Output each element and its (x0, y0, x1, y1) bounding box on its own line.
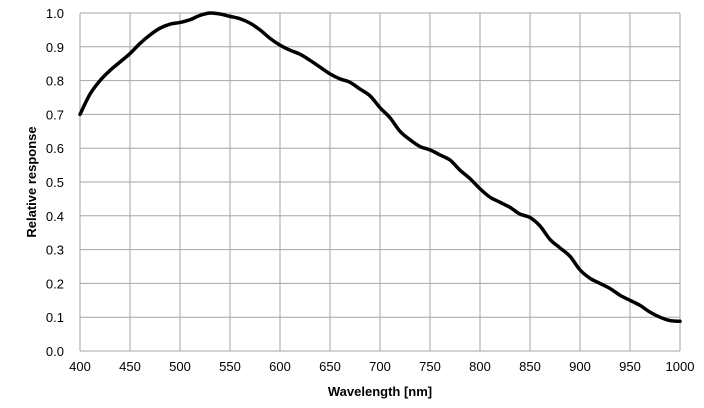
y-tick-label: 0.5 (46, 175, 64, 190)
x-tick-label: 950 (619, 359, 641, 374)
x-tick-label: 600 (269, 359, 291, 374)
y-tick-label: 0.9 (46, 40, 64, 55)
x-tick-label: 550 (219, 359, 241, 374)
x-tick-labels: 400 450 500 550 600 650 700 750 800 850 900 950 1000 (69, 359, 694, 374)
y-tick-label: 0.3 (46, 243, 64, 258)
x-tick-label: 900 (569, 359, 591, 374)
x-tick-label: 450 (119, 359, 141, 374)
y-tick-label: 0.1 (46, 310, 64, 325)
y-tick-label: 0.4 (46, 209, 64, 224)
y-axis-label: Relative response (24, 126, 39, 237)
x-tick-label: 700 (369, 359, 391, 374)
y-tick-label: 0.8 (46, 74, 64, 89)
x-tick-label: 850 (519, 359, 541, 374)
x-tick-label: 750 (419, 359, 441, 374)
x-tick-label: 400 (69, 359, 91, 374)
x-tick-label: 650 (319, 359, 341, 374)
x-tick-label: 800 (469, 359, 491, 374)
grid (79, 12, 681, 352)
y-tick-label: 0.0 (46, 344, 64, 359)
x-axis-label: Wavelength [nm] (328, 384, 432, 399)
x-tick-label: 1000 (666, 359, 695, 374)
y-tick-label: 0.6 (46, 141, 64, 156)
x-tick-label: 500 (169, 359, 191, 374)
y-tick-label: 1.0 (46, 6, 64, 21)
y-tick-label: 0.7 (46, 107, 64, 122)
y-tick-label: 0.2 (46, 276, 64, 291)
y-tick-labels: 0.0 0.1 0.2 0.3 0.4 0.5 0.6 0.7 0.8 0.9 1.0 (46, 6, 64, 359)
response-curve (78, 11, 682, 324)
